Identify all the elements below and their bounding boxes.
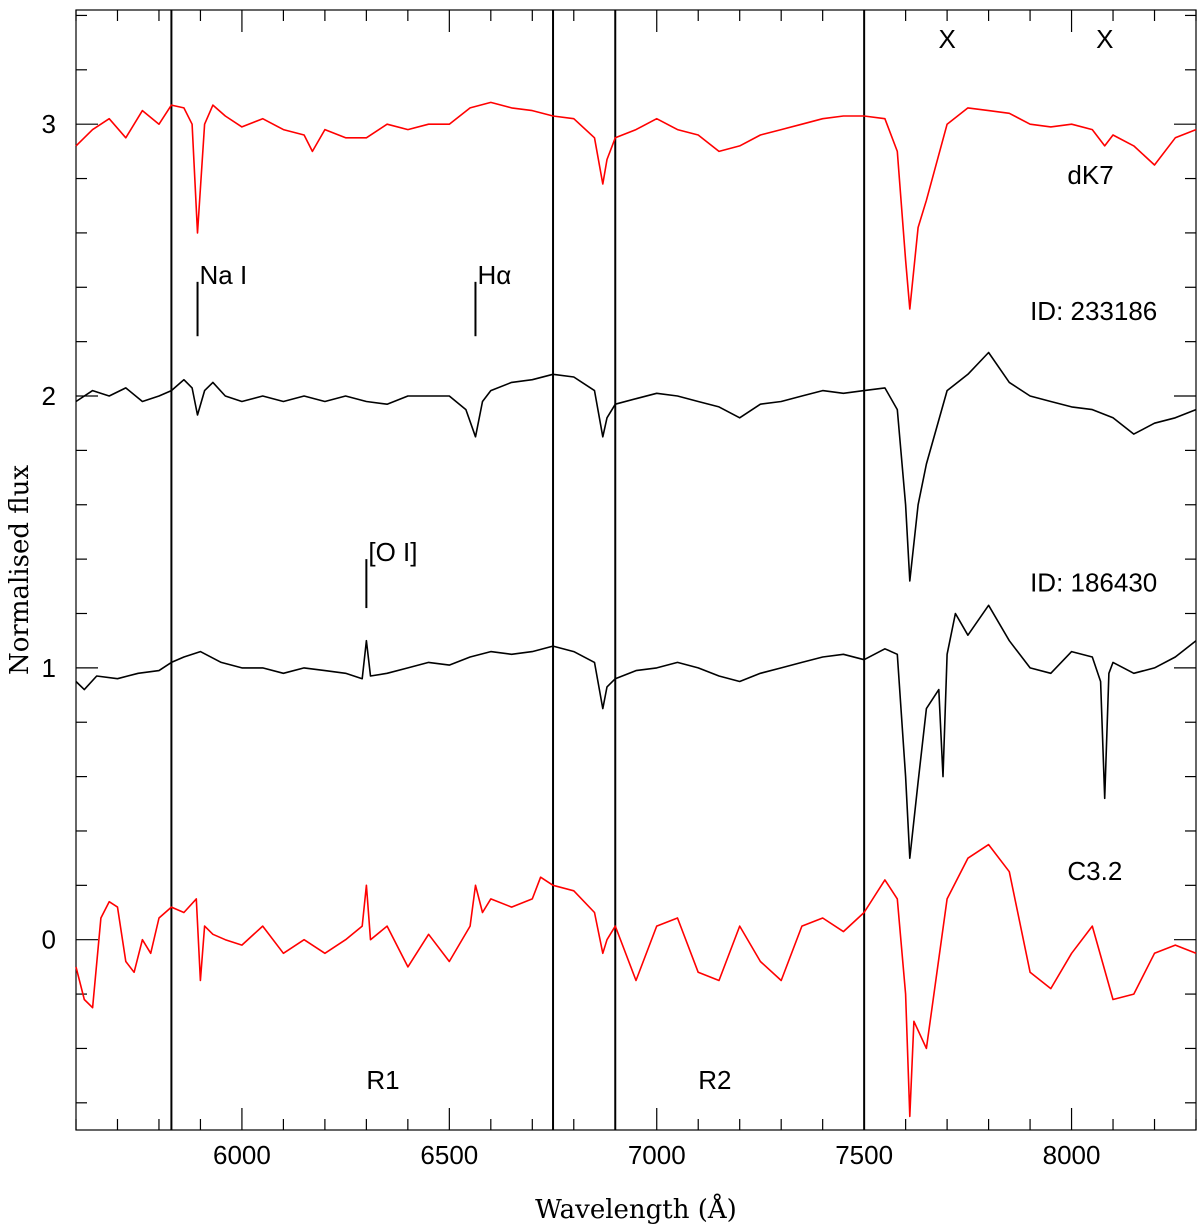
series-label: ID: 233186 [1030,296,1157,326]
spectrum-line-3 [75,843,1197,1118]
x-tick-label: 8000 [1043,1140,1101,1170]
line-marker-label: [O I] [368,537,417,567]
line-marker-label: Na I [200,260,248,290]
spectra-series [75,101,1197,1118]
axis-ticks: 6000 6500 7000 7500 8000 0 1 2 3 [42,10,1197,1170]
y-axis-title: Normalised flux [5,465,35,675]
y-tick-label: 3 [42,109,56,139]
spectrum-line-0 [75,101,1197,310]
x-tick-label: 7500 [835,1140,893,1170]
spectrum-line-1 [75,351,1197,582]
x-tick-label: 6000 [213,1140,271,1170]
line-marker-label: Hα [477,260,511,290]
vertical-lines [170,10,866,1130]
y-tick-label: 1 [42,653,56,683]
plot-frame [75,9,1197,1131]
annotations: dK7 ID: 233186 ID: 186430 C3.2 R1 R2 X X [366,24,1157,1095]
series-label: dK7 [1067,160,1113,190]
telluric-mark: X [1096,24,1113,54]
x-tick-label: 7000 [628,1140,686,1170]
region-label: R2 [698,1065,731,1095]
region-label: R1 [366,1065,399,1095]
telluric-mark: X [938,24,955,54]
spectrum-line-2 [75,604,1197,860]
y-tick-label: 2 [42,381,56,411]
x-axis-title: Wavelength (Å) [535,1193,737,1225]
series-label: C3.2 [1067,856,1122,886]
series-label: ID: 186430 [1030,568,1157,598]
line-markers: Na I Hα [O I] [196,260,511,609]
x-tick-label: 6500 [420,1140,478,1170]
y-tick-label: 0 [42,925,56,955]
